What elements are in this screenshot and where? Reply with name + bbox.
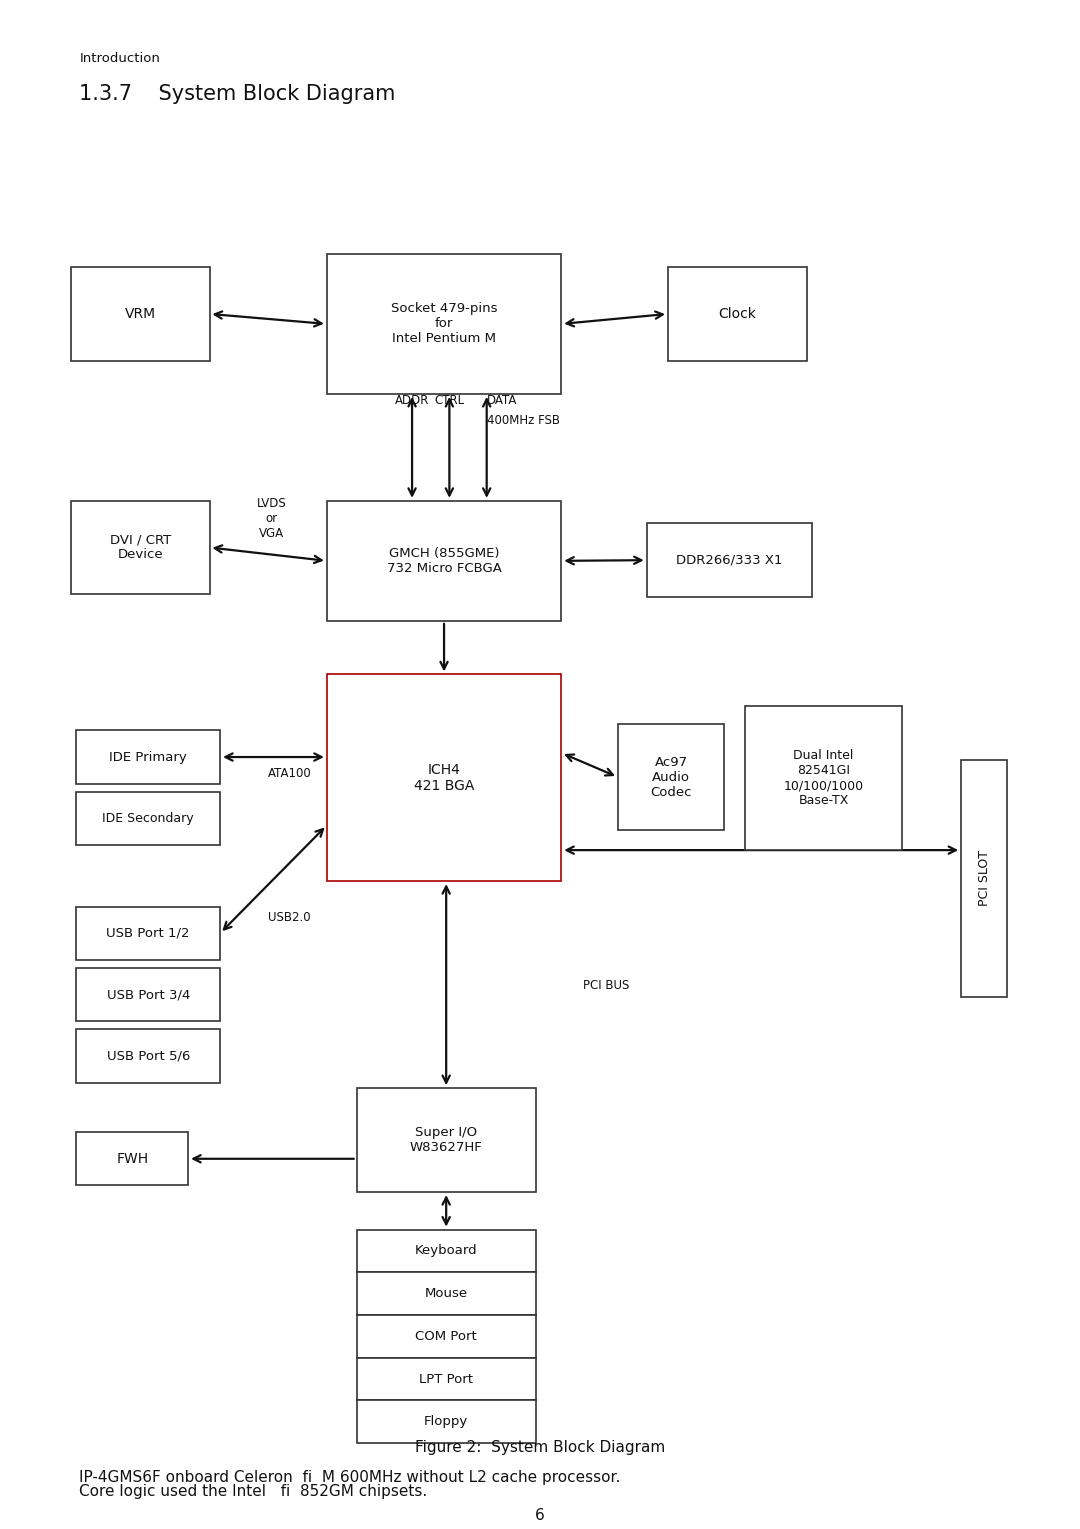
- Text: USB Port 3/4: USB Port 3/4: [107, 988, 190, 1001]
- Text: ATA100: ATA100: [268, 766, 312, 780]
- FancyBboxPatch shape: [356, 1229, 536, 1272]
- FancyBboxPatch shape: [77, 731, 220, 784]
- Text: Floppy: Floppy: [424, 1416, 469, 1428]
- FancyBboxPatch shape: [356, 1272, 536, 1315]
- Text: FWH: FWH: [117, 1151, 148, 1165]
- FancyBboxPatch shape: [356, 1315, 536, 1358]
- Text: Figure 2:  System Block Diagram: Figure 2: System Block Diagram: [415, 1440, 665, 1456]
- Text: IP-4GMS6F onboard Celeron  fi  M 600MHz without L2 cache processor.: IP-4GMS6F onboard Celeron fi M 600MHz wi…: [80, 1469, 621, 1485]
- FancyBboxPatch shape: [71, 502, 210, 595]
- FancyBboxPatch shape: [77, 1029, 220, 1083]
- Text: 400MHz FSB: 400MHz FSB: [487, 414, 559, 428]
- Text: DVI / CRT
Device: DVI / CRT Device: [109, 534, 171, 561]
- FancyBboxPatch shape: [667, 268, 807, 361]
- Text: Mouse: Mouse: [424, 1287, 468, 1300]
- FancyBboxPatch shape: [356, 1401, 536, 1443]
- Text: Core logic used the Intel   fi  852GM chipsets.: Core logic used the Intel fi 852GM chips…: [80, 1485, 428, 1500]
- Text: DDR266/333 X1: DDR266/333 X1: [676, 553, 783, 567]
- Text: Dual Intel
82541GI
10/100/1000
Base-TX: Dual Intel 82541GI 10/100/1000 Base-TX: [783, 749, 864, 807]
- FancyBboxPatch shape: [327, 674, 562, 881]
- Text: IDE Secondary: IDE Secondary: [103, 812, 194, 826]
- FancyBboxPatch shape: [77, 792, 220, 846]
- Text: Keyboard: Keyboard: [415, 1245, 477, 1257]
- Text: Socket 479-pins
for
Intel Pentium M: Socket 479-pins for Intel Pentium M: [391, 303, 497, 346]
- Text: CTRL: CTRL: [434, 394, 464, 407]
- Text: USB2.0: USB2.0: [268, 911, 311, 924]
- FancyBboxPatch shape: [77, 907, 220, 960]
- FancyBboxPatch shape: [647, 523, 812, 596]
- Text: ADDR: ADDR: [395, 394, 429, 407]
- Text: USB Port 5/6: USB Port 5/6: [107, 1049, 190, 1063]
- Text: 6: 6: [535, 1509, 545, 1523]
- Text: IDE Primary: IDE Primary: [109, 751, 187, 763]
- FancyBboxPatch shape: [327, 254, 562, 394]
- Text: DATA: DATA: [487, 394, 517, 407]
- Text: USB Port 1/2: USB Port 1/2: [107, 927, 190, 940]
- Text: PCI SLOT: PCI SLOT: [977, 850, 990, 907]
- FancyBboxPatch shape: [961, 760, 1007, 997]
- Text: VRM: VRM: [124, 307, 156, 321]
- Text: Ac97
Audio
Codec: Ac97 Audio Codec: [650, 755, 692, 798]
- FancyBboxPatch shape: [71, 268, 210, 361]
- FancyBboxPatch shape: [77, 1131, 188, 1185]
- FancyBboxPatch shape: [77, 968, 220, 1021]
- Text: ICH4
421 BGA: ICH4 421 BGA: [414, 763, 474, 794]
- FancyBboxPatch shape: [356, 1358, 536, 1401]
- Text: COM Port: COM Port: [416, 1330, 477, 1342]
- Text: LVDS
or
VGA: LVDS or VGA: [256, 497, 286, 540]
- Text: Super I/O
W83627HF: Super I/O W83627HF: [409, 1125, 483, 1154]
- Text: PCI BUS: PCI BUS: [583, 979, 630, 992]
- Text: Introduction: Introduction: [80, 52, 160, 66]
- Text: GMCH (855GME)
732 Micro FCBGA: GMCH (855GME) 732 Micro FCBGA: [387, 547, 501, 575]
- FancyBboxPatch shape: [356, 1089, 536, 1193]
- Text: Clock: Clock: [718, 307, 756, 321]
- FancyBboxPatch shape: [327, 502, 562, 621]
- Text: LPT Port: LPT Port: [419, 1373, 473, 1385]
- Text: 1.3.7    System Block Diagram: 1.3.7 System Block Diagram: [80, 84, 395, 104]
- FancyBboxPatch shape: [745, 706, 903, 850]
- FancyBboxPatch shape: [618, 723, 725, 830]
